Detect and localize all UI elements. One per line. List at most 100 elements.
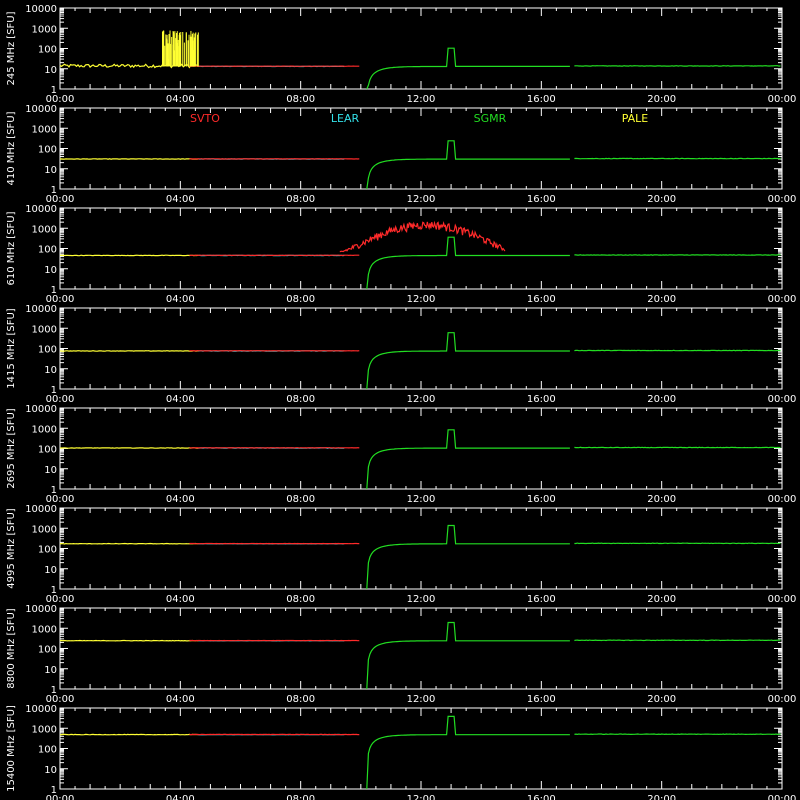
- y-tick-label: 10: [44, 465, 57, 476]
- legend-sgmr: SGMR: [474, 112, 507, 125]
- y-tick-label: 100: [38, 245, 57, 256]
- x-tick-label: 08:00: [286, 94, 315, 105]
- y-tick-label: 1000: [32, 224, 57, 235]
- panel-frame: [59, 107, 783, 190]
- x-tick-label: 08:00: [286, 694, 315, 705]
- legend-lear: LEAR: [331, 112, 360, 125]
- x-tick-label: 12:00: [407, 794, 436, 800]
- x-tick-label: 20:00: [647, 794, 676, 800]
- x-tick-label: 00:00: [768, 494, 797, 505]
- x-tick-label: 08:00: [286, 594, 315, 605]
- y-tick-label: 1: [51, 185, 57, 196]
- y-tick-label: 10000: [25, 4, 57, 15]
- x-tick-label: 04:00: [166, 494, 195, 505]
- x-tick-label: 12:00: [407, 94, 436, 105]
- series-sgmr-trace: [366, 524, 570, 590]
- y-tick-label: 100: [38, 645, 57, 656]
- y-tick-label: 1: [51, 385, 57, 396]
- y-axis-label: 1415 MHz [SFU]: [6, 308, 17, 389]
- x-tick-label: 08:00: [286, 794, 315, 800]
- series-sgmr-trace: [366, 715, 570, 790]
- x-tick-label: 16:00: [527, 394, 556, 405]
- y-tick-label: 10: [44, 165, 57, 176]
- x-tick-label: 00:00: [46, 494, 75, 505]
- x-tick-label: 00:00: [46, 694, 75, 705]
- y-axis-label: 15400 MHz [SFU]: [6, 705, 17, 792]
- x-tick-label: 20:00: [647, 194, 676, 205]
- x-tick-label: 00:00: [46, 94, 75, 105]
- x-tick-label: 12:00: [407, 394, 436, 405]
- x-tick-label: 00:00: [768, 794, 797, 800]
- x-tick-label: 04:00: [166, 194, 195, 205]
- x-tick-label: 04:00: [166, 794, 195, 800]
- y-tick-label: 10000: [25, 604, 57, 615]
- x-tick-label: 20:00: [647, 494, 676, 505]
- y-tick-label: 1000: [32, 24, 57, 35]
- y-tick-label: 1000: [32, 724, 57, 735]
- y-tick-label: 1: [51, 685, 57, 696]
- x-tick-label: 00:00: [46, 394, 75, 405]
- x-tick-label: 00:00: [768, 394, 797, 405]
- y-tick-label: 10000: [25, 104, 57, 115]
- panel-frame: [59, 307, 783, 390]
- x-tick-label: 16:00: [527, 494, 556, 505]
- y-tick-label: 10: [44, 365, 57, 376]
- series-pale-trace: [59, 542, 199, 545]
- y-tick-label: 1: [51, 285, 57, 296]
- x-tick-label: 00:00: [768, 94, 797, 105]
- y-tick-label: 100: [38, 345, 57, 356]
- x-tick-label: 04:00: [166, 694, 195, 705]
- x-tick-label: 04:00: [166, 594, 195, 605]
- y-tick-label: 10000: [25, 504, 57, 515]
- y-axis-label: 4995 MHz [SFU]: [6, 508, 17, 589]
- x-tick-label: 00:00: [768, 194, 797, 205]
- x-tick-label: 16:00: [527, 294, 556, 305]
- x-tick-label: 20:00: [647, 694, 676, 705]
- x-tick-label: 08:00: [286, 294, 315, 305]
- x-tick-label: 16:00: [527, 94, 556, 105]
- y-tick-label: 1: [51, 585, 57, 596]
- series-sgmr-trace-2: [574, 446, 781, 449]
- y-tick-label: 10000: [25, 304, 57, 315]
- x-tick-label: 12:00: [407, 194, 436, 205]
- y-tick-label: 10000: [25, 704, 57, 715]
- x-tick-label: 00:00: [768, 694, 797, 705]
- x-tick-label: 08:00: [286, 394, 315, 405]
- x-tick-label: 00:00: [768, 294, 797, 305]
- y-axis-label: 245 MHz [SFU]: [6, 11, 17, 85]
- y-tick-label: 10: [44, 765, 57, 776]
- legend-svto: SVTO: [190, 112, 220, 125]
- y-tick-label: 100: [38, 745, 57, 756]
- y-tick-label: 1000: [32, 524, 57, 535]
- y-tick-label: 100: [38, 445, 57, 456]
- x-tick-label: 04:00: [166, 94, 195, 105]
- panel-frame: [59, 207, 783, 290]
- x-tick-label: 16:00: [527, 694, 556, 705]
- x-tick-label: 20:00: [647, 294, 676, 305]
- x-tick-label: 08:00: [286, 494, 315, 505]
- x-tick-label: 12:00: [407, 594, 436, 605]
- x-tick-label: 04:00: [166, 294, 195, 305]
- y-tick-label: 10: [44, 65, 57, 76]
- x-tick-label: 00:00: [768, 594, 797, 605]
- x-tick-label: 16:00: [527, 194, 556, 205]
- series-sgmr-trace: [366, 621, 570, 690]
- y-axis-label: 610 MHz [SFU]: [6, 211, 17, 285]
- series-sgmr-trace: [366, 429, 570, 490]
- x-tick-label: 20:00: [647, 94, 676, 105]
- x-tick-label: 12:00: [407, 494, 436, 505]
- y-axis-label: 410 MHz [SFU]: [6, 111, 17, 185]
- y-axis-label: 8800 MHz [SFU]: [6, 608, 17, 689]
- series-svto-event: [339, 220, 506, 253]
- y-tick-label: 100: [38, 545, 57, 556]
- x-tick-label: 00:00: [46, 194, 75, 205]
